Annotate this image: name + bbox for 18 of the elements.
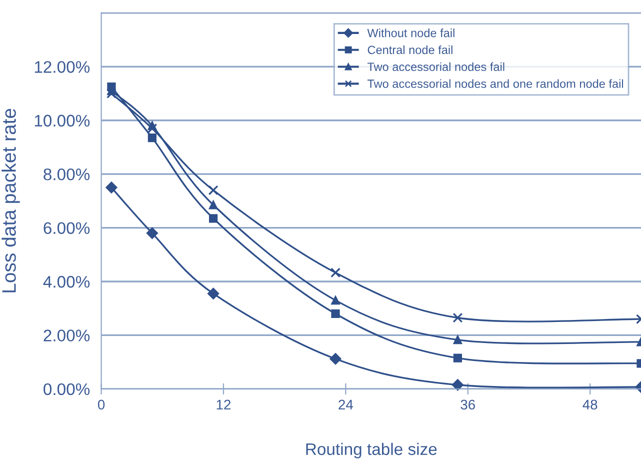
y-tick-label: 0.00% (44, 383, 90, 396)
y-tick-label: 2.00% (44, 330, 90, 342)
y-tick-label: 8.00% (44, 168, 90, 180)
y-tick-label: 6.00% (44, 222, 90, 234)
x-tick-label: 12 (216, 400, 231, 410)
legend-label: Without node fail (367, 28, 454, 38)
y-tick-label: 10.00% (34, 114, 90, 127)
y-axis-title: Loss data packet rate (2, 108, 20, 292)
x-tick-label: 36 (460, 400, 475, 410)
x-tick-label: 0 (98, 400, 105, 410)
legend-label: Two accessorial nodes and one random node fail (367, 79, 624, 88)
x-tick-label: 24 (338, 400, 353, 410)
y-tick-label: 12.00% (34, 61, 90, 73)
x-tick-label: 48 (582, 400, 598, 410)
legend-label: Two accessorial nodes fail (367, 62, 504, 72)
y-tick-label: 4.00% (43, 276, 90, 288)
legend-label: Central node fail (368, 45, 452, 54)
x-axis-title: Routing table size (306, 442, 437, 458)
